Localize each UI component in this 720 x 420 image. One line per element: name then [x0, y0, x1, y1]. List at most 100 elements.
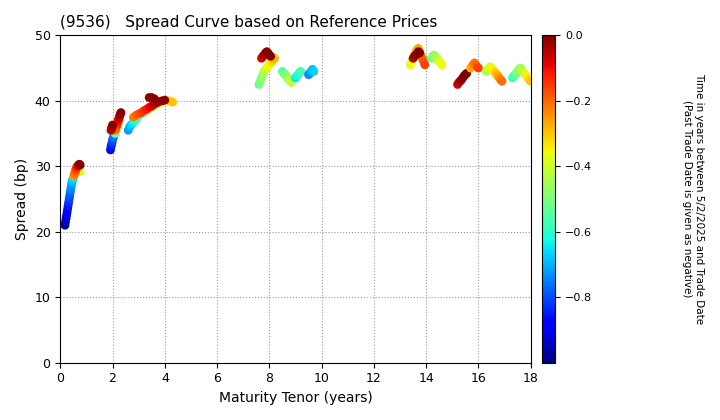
- Point: [486, 65, 498, 71]
- Point: [269, 55, 280, 62]
- Point: [262, 63, 274, 70]
- Point: [114, 112, 125, 118]
- Point: [513, 66, 525, 73]
- Point: [292, 71, 304, 78]
- Point: [110, 125, 122, 132]
- Point: [472, 63, 483, 70]
- Point: [405, 61, 416, 68]
- Point: [276, 68, 288, 75]
- Point: [66, 177, 78, 184]
- Point: [110, 127, 122, 134]
- Point: [66, 179, 78, 186]
- Point: [467, 61, 479, 68]
- Point: [279, 71, 291, 78]
- Point: [60, 212, 72, 219]
- Point: [73, 164, 85, 171]
- Point: [516, 66, 527, 73]
- Point: [72, 163, 84, 170]
- Point: [509, 71, 521, 78]
- Point: [63, 196, 75, 202]
- Point: [414, 50, 426, 56]
- Point: [461, 70, 472, 77]
- Point: [256, 74, 267, 81]
- Point: [510, 70, 522, 77]
- Point: [112, 123, 123, 130]
- Point: [71, 165, 82, 172]
- Point: [522, 74, 534, 81]
- Point: [521, 73, 533, 79]
- Point: [518, 70, 530, 77]
- Point: [289, 74, 301, 81]
- Point: [109, 127, 121, 134]
- Point: [115, 109, 127, 116]
- Point: [156, 98, 168, 105]
- Point: [108, 134, 120, 140]
- Point: [410, 48, 421, 55]
- Point: [410, 52, 421, 58]
- Point: [110, 123, 122, 130]
- Point: [140, 106, 152, 113]
- Point: [63, 199, 74, 206]
- Point: [156, 97, 168, 104]
- Point: [416, 55, 428, 62]
- Point: [151, 101, 163, 108]
- Point: [73, 163, 84, 170]
- Point: [127, 114, 139, 121]
- Text: (9536)   Spread Curve based on Reference Prices: (9536) Spread Curve based on Reference P…: [60, 15, 438, 30]
- Point: [490, 70, 501, 77]
- Point: [265, 60, 276, 66]
- Point: [72, 162, 84, 169]
- Point: [113, 118, 125, 125]
- Point: [432, 57, 444, 63]
- Point: [72, 163, 84, 170]
- Point: [112, 118, 124, 125]
- Point: [105, 143, 117, 150]
- Point: [433, 58, 445, 65]
- Point: [411, 50, 423, 57]
- Point: [435, 60, 446, 66]
- Point: [520, 71, 531, 78]
- Point: [406, 58, 418, 65]
- Point: [113, 115, 125, 122]
- Point: [107, 122, 118, 129]
- Point: [140, 107, 152, 114]
- Point: [66, 183, 77, 189]
- Point: [70, 168, 81, 175]
- Point: [258, 68, 270, 75]
- Point: [282, 74, 294, 81]
- Point: [488, 68, 500, 75]
- Point: [159, 97, 171, 104]
- Point: [261, 48, 272, 55]
- Point: [164, 97, 176, 104]
- Point: [431, 55, 442, 62]
- Point: [133, 112, 145, 118]
- Point: [413, 48, 424, 55]
- Point: [127, 118, 139, 125]
- Point: [68, 171, 80, 178]
- Point: [159, 97, 171, 103]
- Point: [308, 68, 320, 75]
- Point: [278, 70, 289, 77]
- Point: [307, 66, 318, 73]
- Point: [62, 205, 73, 212]
- Point: [125, 122, 137, 129]
- Point: [162, 97, 174, 104]
- Point: [63, 202, 74, 209]
- Point: [68, 173, 80, 179]
- Point: [146, 102, 158, 109]
- Point: [70, 168, 81, 174]
- Point: [73, 162, 84, 168]
- Point: [303, 71, 315, 78]
- Point: [148, 95, 160, 102]
- Point: [494, 74, 505, 81]
- Point: [64, 192, 76, 199]
- Point: [61, 209, 73, 215]
- Point: [67, 176, 78, 183]
- Point: [508, 73, 519, 79]
- Point: [71, 163, 83, 170]
- Point: [419, 61, 431, 68]
- Point: [254, 78, 266, 84]
- Point: [492, 73, 504, 79]
- Point: [112, 121, 123, 127]
- Point: [266, 58, 278, 65]
